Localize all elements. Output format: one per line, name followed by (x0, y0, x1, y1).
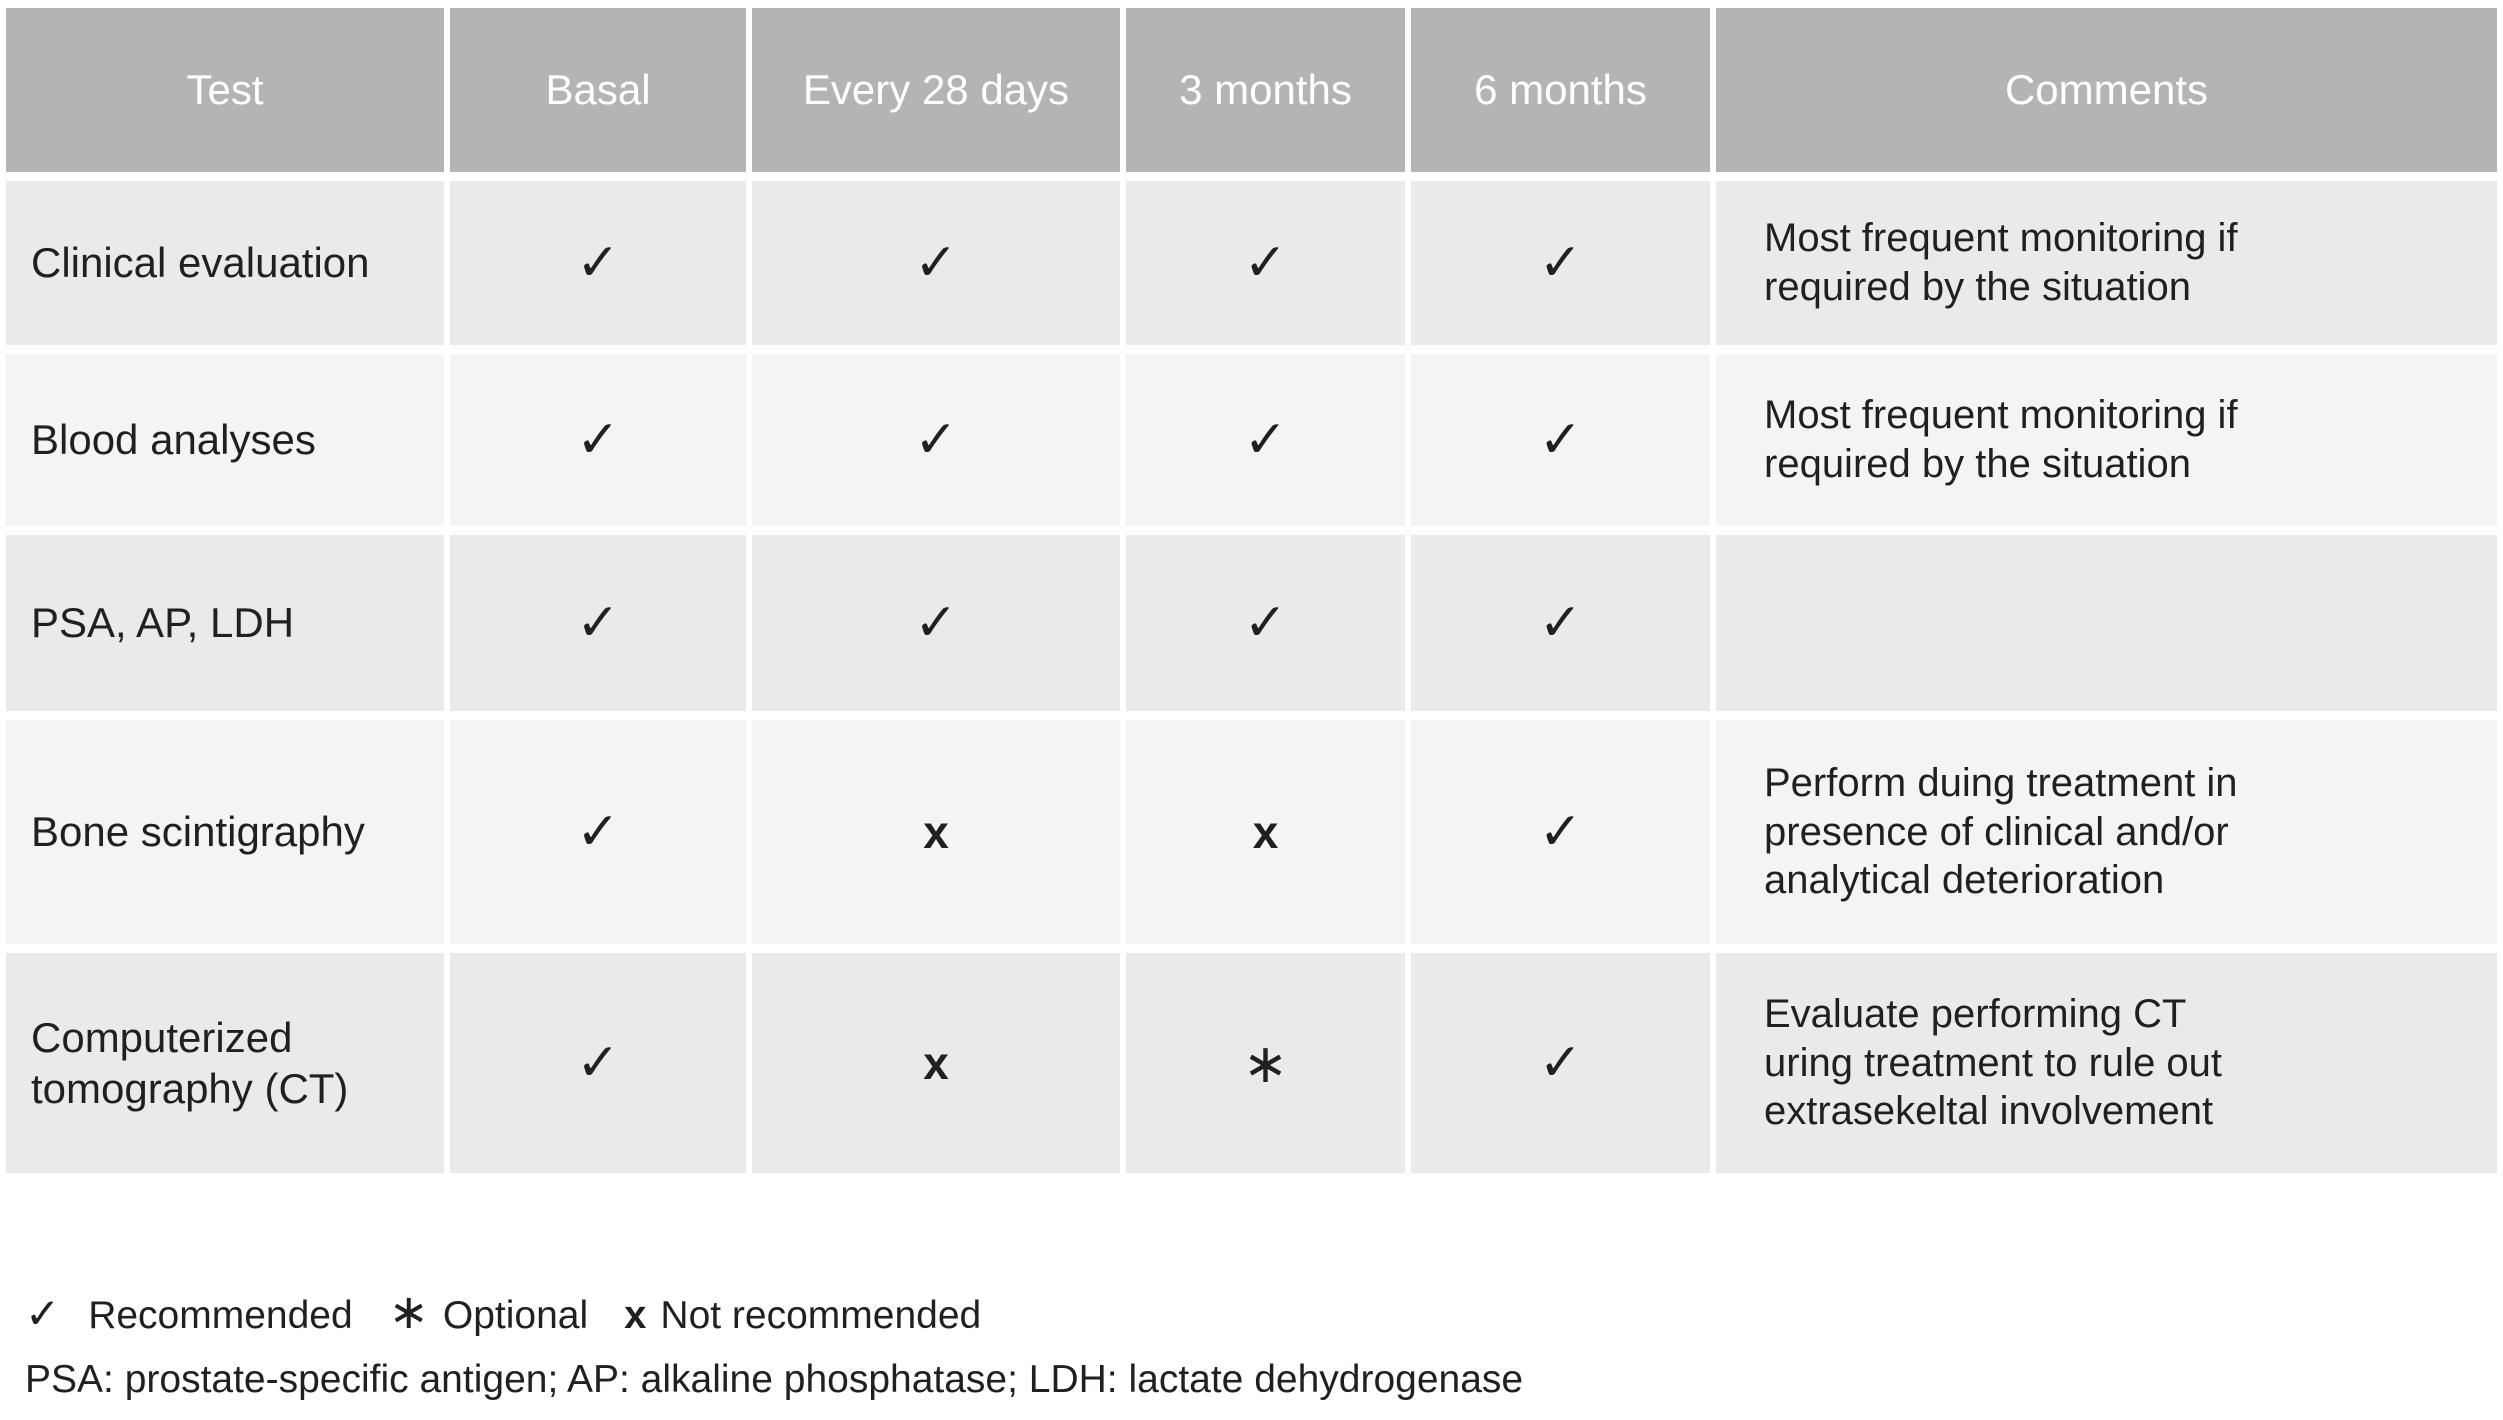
test-name-cell: Clinical evaluation (0, 181, 450, 354)
3-months-mark: ✓ (1126, 535, 1411, 720)
cross-icon: x (624, 1293, 647, 1337)
basal-mark: ✓ (450, 953, 752, 1182)
test-name-cell: Bone scintigraphy (0, 720, 450, 953)
col-header-comments: Comments (1716, 0, 2503, 181)
every-28-days-mark: ✓ (752, 354, 1126, 535)
6-months-mark: ✓ (1411, 535, 1716, 720)
every-28-days-mark: x (752, 720, 1126, 953)
every-28-days-mark: ✓ (752, 181, 1126, 354)
3-months-mark: ✓ (1126, 354, 1411, 535)
every-28-days-mark: ✓ (752, 535, 1126, 720)
6-months-mark: ✓ (1411, 354, 1716, 535)
asterisk-icon: ∗ (388, 1286, 429, 1339)
legend: ✓ Recommended ∗ Optional x Not recommend… (25, 1284, 2503, 1402)
comments-cell: Most frequent monitoring if required by … (1716, 354, 2503, 535)
every-28-days-mark: x (752, 953, 1126, 1182)
abbreviations-note: PSA: prostate-specific antigen; AP: alka… (25, 1358, 1524, 1401)
legend-recommended: ✓ Recommended (25, 1289, 353, 1338)
legend-recommended-label: Recommended (88, 1294, 353, 1337)
legend-symbols-line: ✓ Recommended ∗ Optional x Not recommend… (25, 1284, 2503, 1340)
row-psa-ap-ldh: PSA, AP, LDH ✓ ✓ ✓ ✓ (0, 535, 2503, 720)
comments-cell (1716, 535, 2503, 720)
test-name-cell: PSA, AP, LDH (0, 535, 450, 720)
check-icon: ✓ (25, 1290, 61, 1337)
row-blood-analyses: Blood analyses ✓ ✓ ✓ ✓ Most frequent mon… (0, 354, 2503, 535)
basal-mark: ✓ (450, 181, 752, 354)
col-header-3-months: 3 months (1126, 0, 1411, 181)
6-months-mark: ✓ (1411, 953, 1716, 1182)
col-header-test: Test (0, 0, 450, 181)
6-months-mark: ✓ (1411, 181, 1716, 354)
legend-not-recommended-label: Not recommended (660, 1294, 982, 1337)
legend-optional: ∗ Optional (389, 1284, 588, 1340)
3-months-mark: x (1126, 720, 1411, 953)
legend-not-recommended: x Not recommended (624, 1293, 981, 1338)
comments-cell: Evaluate performing CT uring treatment t… (1716, 953, 2503, 1182)
6-months-mark: ✓ (1411, 720, 1716, 953)
col-header-basal: Basal (450, 0, 752, 181)
test-name-cell: Computerized tomography (CT) (0, 953, 450, 1182)
row-bone-scintigraphy: Bone scintigraphy ✓ x x ✓ Perform duing … (0, 720, 2503, 953)
col-header-6-months: 6 months (1411, 0, 1716, 181)
legend-optional-label: Optional (442, 1294, 589, 1337)
basal-mark: ✓ (450, 354, 752, 535)
basal-mark: ✓ (450, 535, 752, 720)
3-months-mark: ✓ (1126, 181, 1411, 354)
row-clinical-evaluation: Clinical evaluation ✓ ✓ ✓ ✓ Most frequen… (0, 181, 2503, 354)
table-header-row: Test Basal Every 28 days 3 months 6 mont… (0, 0, 2503, 181)
3-months-mark: ∗ (1126, 953, 1411, 1182)
row-computerized-tomography: Computerized tomography (CT) ✓ x ∗ ✓ Eva… (0, 953, 2503, 1182)
test-name-cell: Blood analyses (0, 354, 450, 535)
comments-cell: Perform duing treatment in presence of c… (1716, 720, 2503, 953)
basal-mark: ✓ (450, 720, 752, 953)
col-header-every-28-days: Every 28 days (752, 0, 1126, 181)
monitoring-schedule-table: Test Basal Every 28 days 3 months 6 mont… (0, 0, 2503, 1182)
comments-cell: Most frequent monitoring if required by … (1716, 181, 2503, 354)
